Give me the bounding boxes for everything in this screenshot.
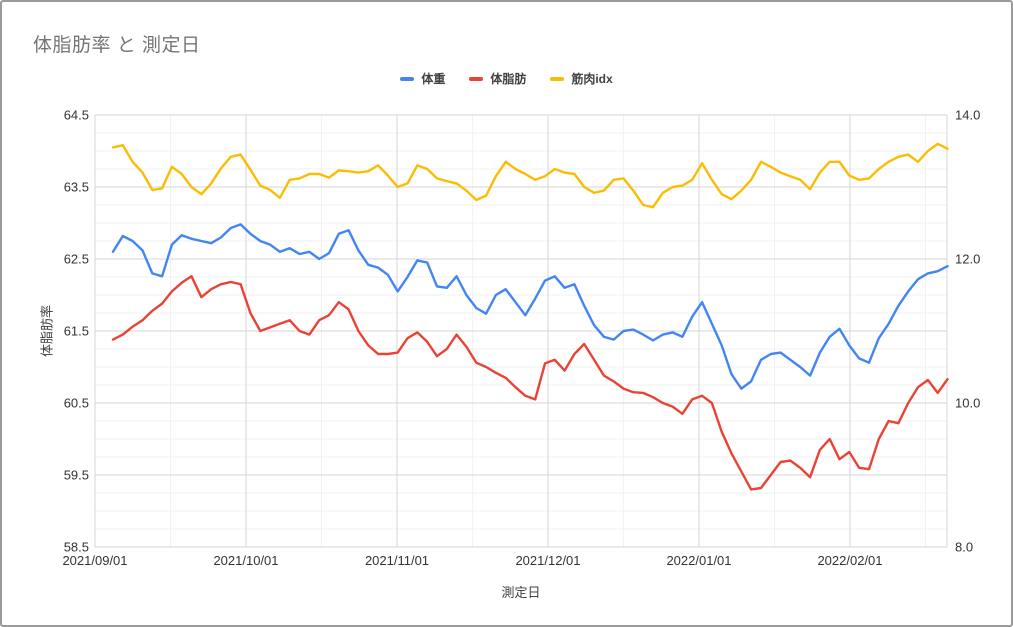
legend-item-label: 体重: [421, 72, 446, 86]
legend-item: 体重: [400, 70, 445, 87]
right-axis-tick-label: 12.0: [955, 252, 980, 267]
left-axis-tick-label: 59.5: [64, 468, 89, 483]
right-axis-tick-label: 8.0: [955, 540, 973, 555]
left-axis-tick-label: 60.5: [64, 396, 89, 411]
legend-dash-icon: [550, 76, 565, 81]
x-axis-tick-label: 2022/01/01: [666, 553, 731, 568]
series-line-筋肉idx: [111, 142, 949, 209]
left-axis-tick-label: 64.5: [64, 108, 89, 123]
x-axis-tick-label: 2022/02/01: [817, 553, 882, 568]
legend-dash-icon: [400, 76, 415, 81]
legend: 体重 体脂肪 筋肉idx: [2, 70, 1011, 87]
legend-item: 体脂肪: [469, 70, 526, 87]
right-axis-tick-label: 14.0: [955, 108, 980, 123]
series-line-体重: [111, 223, 949, 390]
legend-item-label: 筋肉idx: [571, 72, 613, 86]
x-axis-tick-label: 2021/09/01: [62, 553, 127, 568]
left-axis-tick-label: 61.5: [64, 324, 89, 339]
x-axis-tick-label: 2021/11/01: [365, 553, 429, 568]
legend-item-label: 体脂肪: [490, 72, 527, 86]
left-axis-tick-label: 62.5: [64, 252, 89, 267]
legend-item: 筋肉idx: [550, 70, 613, 87]
chart-title: 体脂肪率 と 測定日: [33, 35, 201, 56]
x-axis-tick-label: 2021/10/01: [213, 553, 278, 568]
left-axis-tick-label: 58.5: [64, 540, 89, 555]
series-line-体脂肪: [111, 275, 949, 491]
x-axis-tick-label: 2021/12/01: [515, 553, 580, 568]
x-axis-title: 測定日: [501, 585, 541, 600]
y-axis-title: 体脂肪率: [39, 304, 55, 358]
right-axis-tick-label: 10.0: [955, 396, 980, 411]
legend-dash-icon: [469, 76, 484, 81]
left-axis-tick-label: 63.5: [64, 180, 89, 195]
